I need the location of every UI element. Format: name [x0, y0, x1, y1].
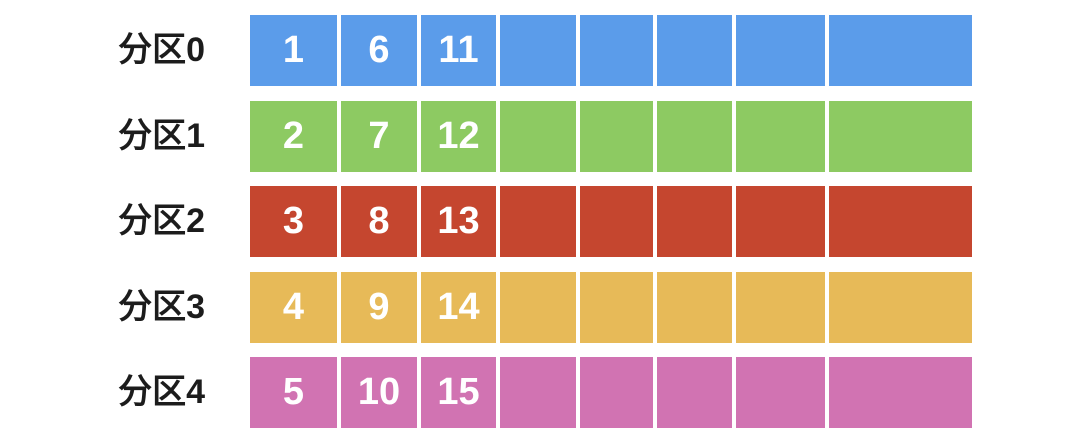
partition-row: 分区4 5 10 15	[0, 357, 1080, 428]
empty-cell	[736, 15, 825, 86]
partition-row: 分区3 4 9 14	[0, 271, 1080, 343]
empty-cell	[829, 271, 972, 343]
empty-cell	[500, 15, 576, 86]
empty-cell	[829, 186, 972, 257]
message-cell: 1	[250, 15, 337, 86]
message-cell: 7	[341, 100, 417, 172]
empty-cell	[500, 271, 576, 343]
empty-cell	[829, 357, 972, 428]
empty-cell	[657, 357, 732, 428]
partition-bar: 4 9 14	[250, 271, 972, 343]
message-cell: 11	[421, 15, 496, 86]
partition-row: 分区2 3 8 13	[0, 186, 1080, 257]
message-cell: 6	[341, 15, 417, 86]
message-cell: 13	[421, 186, 496, 257]
message-cell: 2	[250, 100, 337, 172]
partition-rows-host: 分区0 1 6 11 分区1 2 7 12 分区2 3 8 13 分区3 4 9 14 分区4 …	[0, 15, 1080, 428]
message-cell: 5	[250, 357, 337, 428]
partition-bar: 2 7 12	[250, 100, 972, 172]
empty-cell	[657, 100, 732, 172]
empty-cell	[580, 100, 653, 172]
empty-cell	[580, 15, 653, 86]
empty-cell	[736, 100, 825, 172]
message-cell: 10	[341, 357, 417, 428]
partition-label: 分区4	[118, 373, 205, 411]
partition-bar: 1 6 11	[250, 15, 972, 86]
message-cell: 9	[341, 271, 417, 343]
partition-row: 分区1 2 7 12	[0, 100, 1080, 172]
empty-cell	[829, 100, 972, 172]
partition-row: 分区0 1 6 11	[0, 15, 1080, 86]
partition-label: 分区2	[118, 202, 205, 240]
empty-cell	[657, 271, 732, 343]
message-cell: 4	[250, 271, 337, 343]
empty-cell	[736, 271, 825, 343]
empty-cell	[500, 100, 576, 172]
partition-label: 分区1	[118, 116, 205, 155]
partition-label: 分区0	[118, 31, 205, 69]
message-cell: 12	[421, 100, 496, 172]
empty-cell	[736, 357, 825, 428]
message-cell: 14	[421, 271, 496, 343]
empty-cell	[829, 15, 972, 86]
message-cell: 3	[250, 186, 337, 257]
message-cell: 15	[421, 357, 496, 428]
empty-cell	[500, 357, 576, 428]
empty-cell	[657, 15, 732, 86]
message-cell: 8	[341, 186, 417, 257]
empty-cell	[500, 186, 576, 257]
partition-bar: 3 8 13	[250, 186, 972, 257]
partition-label: 分区3	[118, 287, 205, 326]
partition-bar: 5 10 15	[250, 357, 972, 428]
empty-cell	[580, 271, 653, 343]
empty-cell	[657, 186, 732, 257]
empty-cell	[736, 186, 825, 257]
empty-cell	[580, 186, 653, 257]
empty-cell	[580, 357, 653, 428]
